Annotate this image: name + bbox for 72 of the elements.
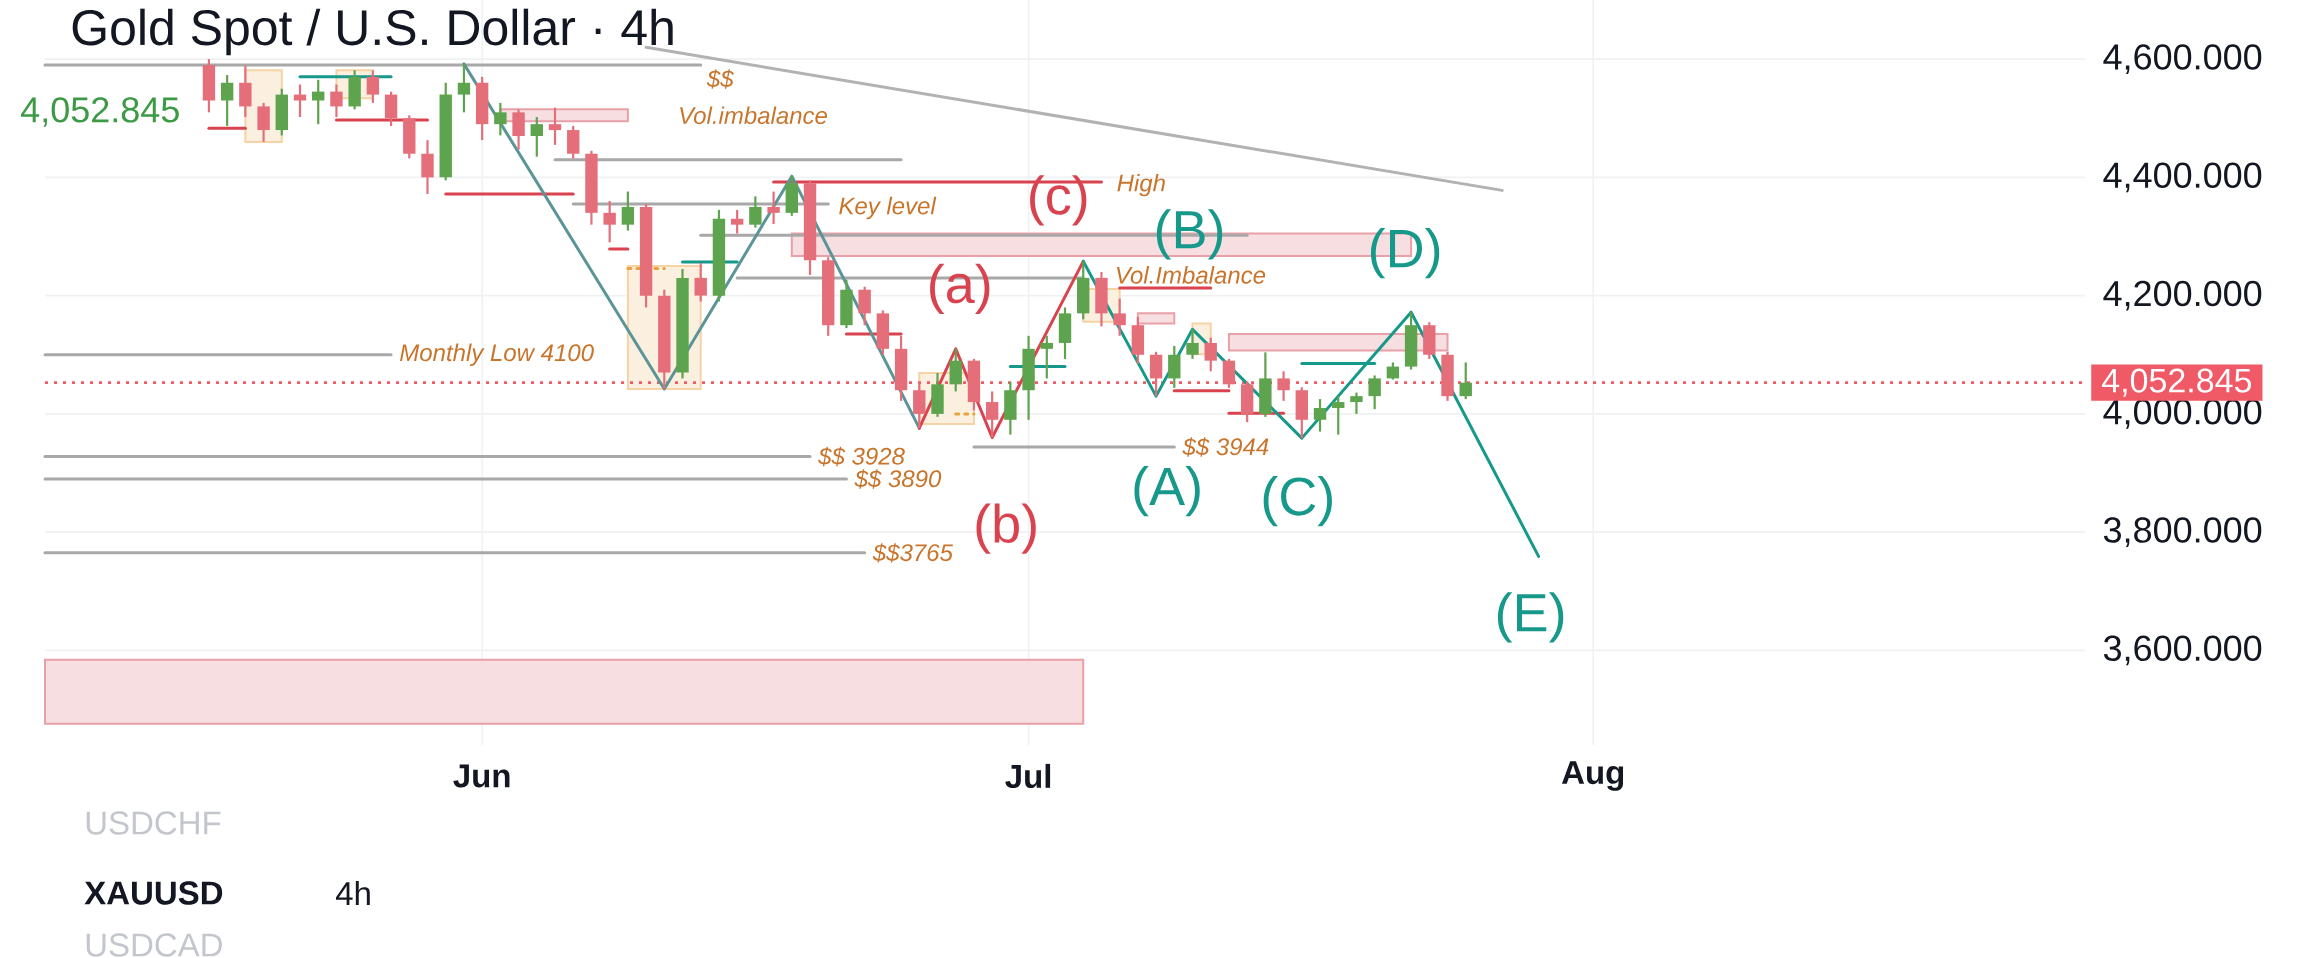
candlestick — [1186, 328, 1199, 360]
annotation: Vol.Imbalance — [1116, 266, 1266, 284]
candlestick — [1113, 297, 1126, 337]
candlestick — [567, 124, 580, 160]
annotation: (C) — [1263, 475, 1332, 527]
candlestick — [603, 199, 616, 244]
text: USDCHF — [86, 811, 221, 835]
candlestick — [312, 78, 325, 126]
text: 4h — [335, 881, 370, 905]
annotation: (c) — [1030, 175, 1087, 226]
candlestick — [457, 62, 471, 114]
candlestick — [621, 190, 635, 232]
y-tick-label: 4,600.000 — [2103, 44, 2262, 74]
annotation: (B) — [1156, 209, 1223, 260]
text: XAUUSD — [84, 881, 223, 905]
candlestick — [330, 83, 343, 119]
candlestick — [494, 101, 507, 137]
candlestick — [1350, 391, 1363, 415]
candlestick — [220, 73, 234, 128]
candlestick — [858, 285, 871, 327]
x-tick-label: Jun — [453, 764, 510, 788]
annotation: $$ 3928 — [818, 446, 905, 467]
candlestick — [749, 195, 762, 229]
candlestick — [257, 101, 270, 143]
candlestick — [985, 390, 999, 439]
candlestick — [1222, 357, 1236, 389]
candlestick — [730, 208, 744, 235]
annotation: (D) — [1370, 228, 1440, 279]
candlestick — [1368, 374, 1381, 411]
candlestick — [293, 83, 307, 119]
annotation: Monthly Low 4100 — [400, 343, 594, 366]
candlestick — [1040, 334, 1053, 380]
y-tick-label: 4,000.000 — [2103, 399, 2262, 429]
chart-title: Gold Spot / U.S. Dollar · 4h — [72, 8, 673, 56]
candlestick — [1168, 344, 1181, 389]
candlestick — [384, 90, 398, 128]
annotation: $$ 3890 — [854, 469, 942, 489]
x-tick-label: Aug — [1561, 761, 1624, 791]
annotation: (E) — [1497, 592, 1564, 643]
candlestick — [421, 139, 434, 196]
x-tick-label: Jul — [1005, 763, 1051, 789]
annotation: $$ 3944 — [1182, 437, 1269, 457]
annotation: Key level — [839, 196, 937, 220]
candlestick — [530, 115, 543, 158]
candlestick — [694, 262, 707, 303]
y-tick-label: 3,800.000 — [2103, 517, 2262, 548]
candlestick — [949, 347, 962, 393]
y-tick-label: 3,600.000 — [2103, 635, 2262, 666]
candlestick — [366, 69, 380, 104]
candlestick — [1277, 370, 1290, 402]
candlestick — [1204, 336, 1217, 373]
candlestick — [1313, 398, 1327, 433]
candlestick — [512, 108, 525, 151]
candlestick — [548, 106, 562, 146]
text: USDCAD — [86, 933, 222, 957]
candlestick — [1149, 350, 1163, 398]
candlestick — [913, 380, 926, 430]
annotation: $$3765 — [872, 543, 953, 563]
y-tick-label: 4,400.000 — [2103, 162, 2262, 193]
candlestick — [239, 64, 252, 119]
candlestick — [1459, 361, 1472, 401]
ref-line-label: 4,052.845 — [2102, 368, 2252, 397]
annotation: Vol.imbalance — [680, 106, 828, 125]
candlestick — [1332, 395, 1345, 436]
text: 4,052.845 — [21, 97, 179, 127]
y-tick-label: 4,200.000 — [2103, 280, 2262, 311]
annotation: High — [1117, 173, 1165, 197]
annotation: (A) — [1134, 465, 1200, 517]
annotation: $$ — [706, 69, 734, 89]
annotation: (b) — [976, 503, 1036, 554]
candlestick — [767, 190, 780, 226]
annotation: (a) — [930, 263, 990, 314]
